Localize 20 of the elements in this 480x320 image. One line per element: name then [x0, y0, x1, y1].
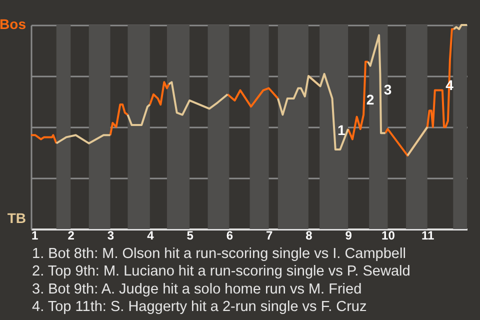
x-tick-label: 2: [68, 228, 75, 242]
text: Bos: [0, 16, 26, 32]
x-tick-label: 9: [345, 228, 352, 242]
x-tick-label: 7: [266, 228, 273, 242]
x-tick-label: 1: [32, 228, 38, 242]
x-tick-label: 5: [186, 228, 194, 242]
text: 4. Top 11th: S. Haggerty hit a 2-run single vs F. Cruz: [32, 299, 367, 316]
x-tick-label: 11: [422, 228, 435, 242]
text: 3. Bot 9th: A. Judge hit a solo home run vs M. Fried: [32, 281, 362, 298]
x-tick-label: 4: [147, 228, 154, 242]
x-tick-label: 10: [382, 228, 396, 242]
annotation: 2: [366, 91, 374, 108]
x-tick-label: 8: [306, 228, 313, 242]
text: 2. Top 9th: M. Luciano hit a run-scoring single vs P. Sewald: [32, 264, 410, 280]
x-tick-label: 6: [226, 228, 234, 242]
text: 1. Bot 8th: M. Olson hit a run-scoring single vs I. Campbell: [32, 246, 406, 262]
annotation: 3: [384, 81, 392, 98]
annotation: 1: [337, 122, 346, 138]
text: TB: [7, 210, 26, 226]
x-tick-label: 3: [107, 228, 114, 242]
